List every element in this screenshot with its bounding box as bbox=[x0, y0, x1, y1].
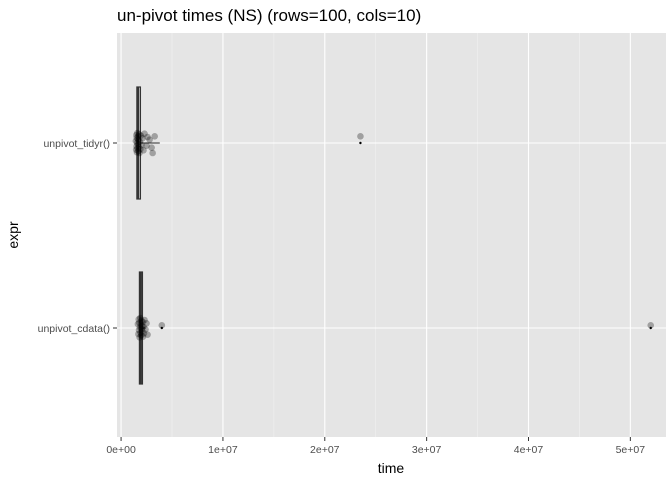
jitter-point bbox=[133, 143, 140, 150]
jitter-point bbox=[139, 328, 146, 335]
jitter-point bbox=[146, 136, 153, 143]
jitter-point bbox=[136, 138, 144, 145]
jitter-point bbox=[139, 318, 146, 326]
jitter-point bbox=[357, 133, 364, 140]
jitter-point bbox=[149, 149, 156, 157]
jitter-point bbox=[144, 133, 151, 141]
jitter-point bbox=[139, 333, 147, 340]
jitter-point bbox=[137, 332, 145, 339]
jitter-point bbox=[137, 321, 145, 328]
jitter-point bbox=[140, 147, 147, 154]
jitter-point bbox=[138, 325, 146, 332]
jitter-point bbox=[138, 322, 146, 330]
jitter-point bbox=[144, 331, 151, 338]
axis-ticks bbox=[113, 142, 631, 441]
x-tick-label: 4e+07 bbox=[514, 444, 544, 456]
jitter-point bbox=[134, 129, 141, 137]
jitter-point bbox=[143, 142, 150, 149]
jitter-point bbox=[140, 330, 148, 337]
jitter-point bbox=[135, 326, 143, 334]
minor-gridlines bbox=[171, 33, 580, 437]
jitter-point bbox=[138, 317, 145, 324]
jitter-point bbox=[134, 141, 142, 148]
outlier-point bbox=[649, 326, 652, 330]
x-tick-label: 3e+07 bbox=[412, 444, 442, 456]
data-points bbox=[132, 129, 655, 341]
jitter-point bbox=[137, 132, 145, 139]
x-axis-title: time bbox=[378, 460, 405, 476]
jitter-point bbox=[134, 320, 142, 328]
jitter-point bbox=[158, 322, 166, 329]
jitter-point bbox=[148, 144, 155, 151]
jitter-point bbox=[141, 130, 148, 137]
jitter-point bbox=[136, 319, 143, 326]
jitter-point bbox=[133, 139, 141, 147]
x-tick-label: 5e+07 bbox=[616, 444, 646, 456]
jitter-point bbox=[135, 147, 142, 155]
jitter-point bbox=[140, 323, 147, 330]
major-gridlines bbox=[117, 33, 666, 437]
x-tick-label: 2e+07 bbox=[310, 444, 340, 456]
jitter-point bbox=[139, 135, 146, 142]
jitter-point bbox=[142, 326, 149, 333]
jitter-point bbox=[135, 330, 142, 338]
jitter-point bbox=[143, 320, 150, 327]
jitter-point bbox=[133, 149, 141, 156]
plot-panel bbox=[117, 33, 666, 437]
jitter-point bbox=[135, 131, 143, 138]
jitter-point bbox=[135, 316, 142, 323]
jitter-point bbox=[135, 143, 143, 151]
jitter-point bbox=[133, 134, 141, 141]
x-tick-label: 1e+07 bbox=[208, 444, 238, 456]
jitter-point bbox=[141, 316, 148, 324]
jitter-point bbox=[132, 137, 140, 145]
jitter-point bbox=[134, 145, 141, 152]
jitter-point bbox=[135, 137, 142, 144]
y-axis-tick-labels: unpivot_tidyr() unpivot_cdata() bbox=[38, 138, 110, 335]
y-axis-title: expr bbox=[5, 221, 21, 249]
chart-title: un-pivot times (NS) (rows=100, cols=10) bbox=[117, 6, 421, 25]
y-tick-label: unpivot_tidyr() bbox=[43, 138, 110, 150]
jitter-point bbox=[136, 314, 144, 322]
x-tick-label: 0e+00 bbox=[106, 444, 136, 456]
x-axis-tick-labels: 0e+00 1e+07 2e+07 3e+07 4e+07 5e+07 bbox=[106, 444, 645, 456]
outlier-point bbox=[160, 326, 164, 330]
y-tick-label: unpivot_cdata() bbox=[38, 323, 110, 335]
jitter-point bbox=[137, 145, 144, 153]
jitter-point bbox=[133, 131, 140, 139]
outlier-point bbox=[359, 141, 362, 145]
jitter-point bbox=[136, 149, 143, 157]
jitter-point bbox=[134, 133, 142, 140]
boxplots bbox=[136, 86, 652, 385]
jitter-point bbox=[151, 133, 158, 140]
jitter-point bbox=[647, 322, 655, 329]
jitter-point bbox=[138, 141, 145, 149]
jitter-point bbox=[136, 334, 143, 341]
jitter-point bbox=[137, 329, 144, 336]
jitter-point bbox=[132, 146, 140, 153]
jitter-point bbox=[136, 324, 144, 331]
jitter-point bbox=[134, 135, 142, 143]
